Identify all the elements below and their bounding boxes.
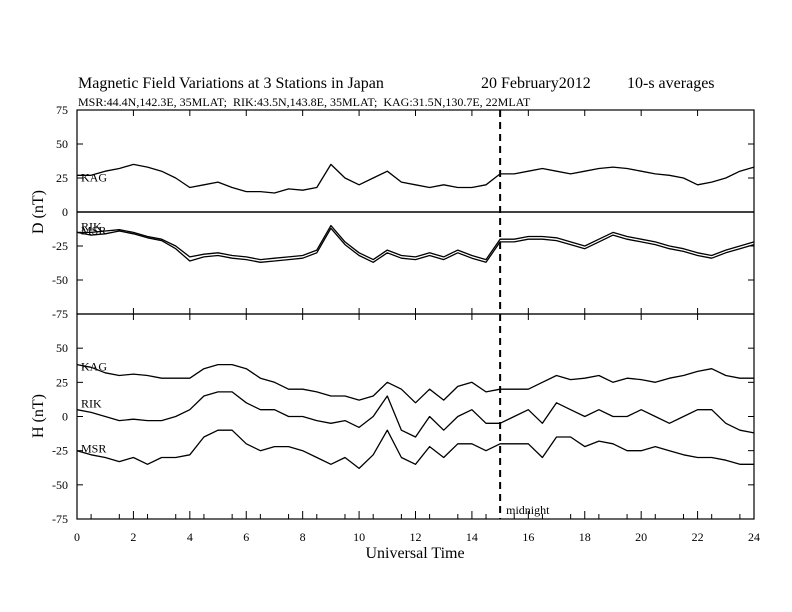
d-y-tick-label: -25	[52, 239, 68, 253]
h-series-kag-label: KAG	[81, 360, 107, 374]
d-series-msr-label: MSR	[81, 223, 106, 237]
x-tick-label: 14	[466, 530, 478, 544]
d-series-rik-label: RIK	[81, 219, 102, 233]
h-y-axis-label: H (nT)	[30, 394, 47, 438]
d-series-rik-line	[77, 224, 755, 261]
h-series-msr-label: MSR	[81, 442, 106, 456]
x-tick-label: 4	[187, 530, 193, 544]
station-coordinates: MSR:44.4N,142.3E, 35MLAT; RIK:43.5N,143.…	[78, 95, 531, 109]
x-tick-label: 12	[410, 530, 422, 544]
x-tick-label: 2	[130, 530, 136, 544]
h-y-tick-label: -50	[52, 478, 68, 492]
h-panel-frame	[76, 313, 755, 520]
d-series-kag-line	[77, 163, 755, 194]
x-tick-label: 6	[243, 530, 249, 544]
d-series-kag-label: KAG	[81, 170, 107, 184]
h-series-rik-line	[76, 391, 755, 438]
d-series-msr-line	[76, 227, 755, 263]
d-y-tick-label: 75	[56, 103, 68, 117]
d-y-axis-label: D (nT)	[30, 190, 47, 234]
h-series-rik-label: RIK	[81, 397, 102, 411]
x-axis-label: Universal Time	[365, 545, 464, 562]
x-tick-label: 0	[74, 530, 80, 544]
h-y-tick-label: 50	[56, 341, 68, 355]
chart-averaging: 10-s averages	[627, 75, 715, 92]
x-axis: 0 2 4 6 8 10 12 14 16 18 20 22 24	[74, 110, 760, 544]
d-y-tick-label: 0	[62, 205, 68, 219]
h-y-tick-label: -25	[52, 444, 68, 458]
h-y-tick-label: -75	[52, 512, 68, 526]
x-tick-label: 24	[748, 530, 760, 544]
chart-date: 20 February2012	[481, 75, 591, 92]
x-tick-label: 22	[692, 530, 704, 544]
x-tick-label: 8	[300, 530, 306, 544]
x-tick-label: 20	[635, 530, 647, 544]
h-series-msr-line	[76, 429, 754, 470]
x-tick-label: 16	[522, 530, 534, 544]
d-y-tick-label: -75	[52, 307, 68, 321]
h-y-tick-label: 0	[62, 410, 68, 424]
d-y-tick-label: 25	[56, 171, 68, 185]
d-y-tick-label: -50	[52, 273, 68, 287]
x-tick-label: 18	[579, 530, 591, 544]
x-tick-label: 10	[353, 530, 365, 544]
h-y-tick-label: 25	[56, 375, 68, 389]
d-y-tick-label: 50	[56, 137, 68, 151]
h-series-kag-line	[76, 363, 754, 404]
h-panel: 50 25 0 -25 -50 -75 KAG RIK MSR	[52, 341, 755, 526]
midnight-label: midnight	[506, 503, 550, 517]
chart-title: Magnetic Field Variations at 3 Stations …	[78, 75, 384, 92]
